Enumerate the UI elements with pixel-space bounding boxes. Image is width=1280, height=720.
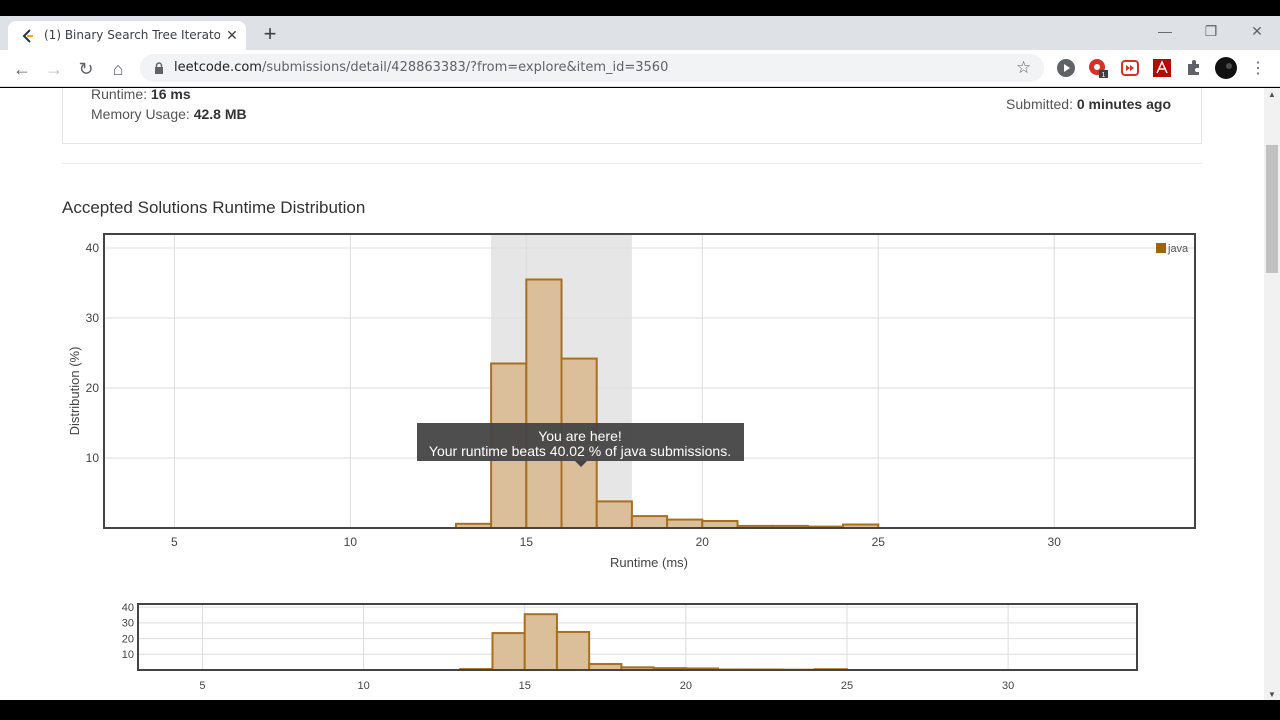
chart1-y-tick-label: 40 <box>122 602 134 614</box>
close-tab-icon[interactable]: ✕ <box>226 27 238 43</box>
url-host: leetcode.com <box>174 60 262 75</box>
url-text: leetcode.com/submissions/detail/42886338… <box>174 60 668 75</box>
chart0-x-tick-label: 30 <box>1048 535 1062 549</box>
chart0-y-tick-label: 30 <box>86 311 100 325</box>
close-window-icon[interactable]: ✕ <box>1251 23 1263 39</box>
runtime-tooltip: You are here!Your runtime beats 40.02 % … <box>417 423 744 467</box>
chart0-y-tick-label: 40 <box>86 241 100 255</box>
bookmark-star-icon[interactable]: ☆ <box>1016 58 1032 77</box>
submitted-value: 0 minutes ago <box>1076 96 1171 112</box>
chart1-bar <box>555 630 591 672</box>
scroll-down-arrow-icon[interactable]: ▼ <box>1268 690 1276 699</box>
forward-arrow-icon[interactable]: → <box>45 59 63 79</box>
pdf-extension-icon[interactable] <box>1152 58 1172 78</box>
address-bar[interactable]: leetcode.com/submissions/detail/42886338… <box>140 54 1044 82</box>
lock-icon <box>155 62 163 74</box>
chart0-bar <box>666 518 704 530</box>
legend-label: java <box>1167 243 1189 255</box>
extension-badge: 1 <box>1102 72 1106 78</box>
submitted-stat: Submitted: 0 minutes ago <box>1006 96 1171 112</box>
memory-value: 42.8 MB <box>193 106 247 122</box>
runtime-stat: Runtime: 16 ms <box>91 88 191 102</box>
tab-title: (1) Binary Search Tree Iterator - S <box>44 28 220 42</box>
chart1-x-tick-label: 25 <box>841 680 853 692</box>
chart1-bar <box>491 632 526 671</box>
bottom-bar <box>0 700 1280 720</box>
home-icon[interactable]: ⌂ <box>112 59 124 79</box>
play-extension-icon[interactable] <box>1056 58 1076 78</box>
divider <box>62 163 1202 164</box>
tab-leetcode[interactable]: (1) Binary Search Tree Iterator - S ✕ <box>8 21 246 50</box>
chart0-y-tick-label: 10 <box>86 451 100 465</box>
memory-stat: Memory Usage: 42.8 MB <box>91 106 247 122</box>
chart0-bar <box>595 500 633 529</box>
chart0-bar <box>525 278 563 529</box>
back-arrow-icon[interactable]: ← <box>13 59 31 79</box>
runtime-distribution-chart[interactable]: 5 10 15 20 25 30 10 20 30 40 Runtime (ms) Distribut… <box>0 88 1264 700</box>
tooltip-pointer <box>575 461 587 467</box>
chart0-x-tick-label: 25 <box>872 535 886 549</box>
legend-swatch <box>1156 243 1166 253</box>
submitted-label: Submitted: <box>1006 96 1073 112</box>
chart1-x-tick-label: 20 <box>680 680 692 692</box>
runtime-value: 16 ms <box>150 88 191 102</box>
minimize-icon[interactable]: — <box>1158 23 1172 39</box>
profile-avatar[interactable] <box>1214 56 1238 80</box>
chart1-y-tick-label: 10 <box>122 649 134 661</box>
title-bar <box>0 0 1280 16</box>
tooltip-line-2: Your runtime beats 40.02 % of java submi… <box>429 443 731 459</box>
chart0-bar <box>630 515 669 530</box>
chart0-plot-frame <box>103 233 1196 529</box>
chart0-bar <box>701 520 739 529</box>
submission-details-card: Runtime: 16 ms Memory Usage: 42.8 MB Sub… <box>62 88 1202 144</box>
chart0-x-tick-label: 15 <box>520 535 534 549</box>
restore-icon[interactable]: ❐ <box>1204 23 1218 39</box>
chart1-x-tick-label: 5 <box>199 680 205 692</box>
memory-label: Memory Usage: <box>91 106 190 122</box>
chart1-x-tick-label: 10 <box>357 680 369 692</box>
url-path: /submissions/detail/428863383/?from=expl… <box>261 60 669 75</box>
new-tab-button[interactable]: + <box>263 21 277 46</box>
scrollbar-thumb[interactable] <box>1266 145 1278 273</box>
page-content: Runtime: 16 ms Memory Usage: 42.8 MB Sub… <box>0 88 1264 700</box>
video-speed-extension-icon[interactable] <box>1120 58 1140 78</box>
chart1-x-tick-label: 30 <box>1002 680 1014 692</box>
tooltip-box <box>417 423 744 461</box>
x-axis-label: Runtime (ms) <box>610 555 688 570</box>
leetcode-icon <box>22 29 33 43</box>
puzzle-extensions-icon[interactable] <box>1184 58 1204 78</box>
reload-icon[interactable]: ↻ <box>78 59 94 79</box>
menu-dots-icon[interactable]: ⋮ <box>1250 60 1266 77</box>
chart1-y-tick-label: 30 <box>122 618 134 630</box>
chart0-x-tick-label: 5 <box>171 535 178 549</box>
chart0-x-tick-label: 20 <box>696 535 710 549</box>
runtime-label: Runtime: <box>91 88 148 102</box>
tooltip-line-1: You are here! <box>538 428 622 444</box>
chart0-y-tick-label: 20 <box>86 381 100 395</box>
browser-toolbar: ← → ↻ ⌂ leetcode.com/submissions/detail/… <box>0 50 1280 87</box>
section-title: Accepted Solutions Runtime Distribution <box>62 198 366 217</box>
tab-strip: (1) Binary Search Tree Iterator - S ✕ + … <box>0 16 1280 50</box>
chart1-y-tick-label: 20 <box>122 633 134 645</box>
chart1-plot-frame <box>137 603 1138 671</box>
chart1-bar <box>523 613 558 672</box>
y-axis-label: Distribution (%) <box>67 347 82 436</box>
adblock-extension-icon[interactable]: 1 <box>1088 58 1108 78</box>
scroll-up-arrow-icon[interactable]: ▲ <box>1268 90 1276 99</box>
chart1-x-tick-label: 15 <box>519 680 531 692</box>
chart0-x-tick-label: 10 <box>344 535 358 549</box>
